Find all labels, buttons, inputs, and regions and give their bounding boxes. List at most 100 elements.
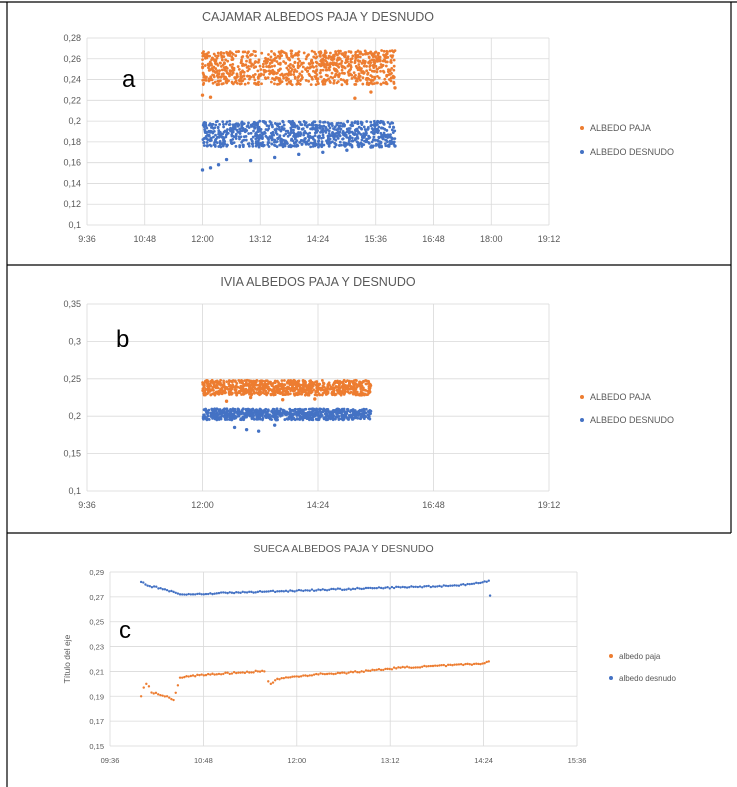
data-point xyxy=(211,388,215,392)
data-point xyxy=(371,587,374,590)
data-point xyxy=(238,144,242,147)
data-point xyxy=(483,661,486,665)
data-point xyxy=(401,665,404,669)
data-point xyxy=(344,385,348,389)
data-point xyxy=(300,143,304,146)
data-point xyxy=(365,69,369,73)
data-point xyxy=(318,53,322,57)
y-tick-label: 0,17 xyxy=(89,717,104,726)
data-point xyxy=(217,591,221,595)
x-tick-label: 16:48 xyxy=(422,500,445,510)
data-point xyxy=(256,670,260,673)
data-point xyxy=(260,51,264,55)
data-point xyxy=(390,55,394,59)
data-point xyxy=(353,96,357,100)
data-point xyxy=(234,132,238,136)
data-point xyxy=(302,61,305,65)
data-point xyxy=(254,54,257,58)
data-point xyxy=(438,664,441,667)
data-point xyxy=(208,60,212,64)
data-point xyxy=(313,131,317,135)
data-point xyxy=(367,386,371,390)
data-point xyxy=(145,682,148,686)
data-point xyxy=(380,144,383,148)
data-point xyxy=(330,390,334,394)
data-point xyxy=(220,412,224,416)
data-point xyxy=(203,124,207,128)
data-point xyxy=(247,121,250,125)
data-point xyxy=(204,135,208,138)
data-point xyxy=(392,68,396,72)
data-point xyxy=(206,138,210,142)
data-point xyxy=(270,49,273,53)
data-point xyxy=(347,50,351,53)
data-point xyxy=(226,128,229,131)
data-point xyxy=(244,379,248,382)
data-point xyxy=(317,588,320,591)
data-point xyxy=(254,132,258,135)
data-point xyxy=(381,120,385,124)
data-point xyxy=(296,81,300,85)
data-point xyxy=(248,158,253,163)
data-point xyxy=(258,384,262,388)
data-point xyxy=(311,381,315,385)
data-point xyxy=(382,587,385,590)
data-point xyxy=(216,380,219,383)
data-point xyxy=(337,56,341,60)
data-point xyxy=(315,589,318,592)
data-point xyxy=(289,589,292,592)
data-point xyxy=(230,391,234,395)
data-point xyxy=(264,77,268,81)
data-point xyxy=(245,591,249,594)
data-point xyxy=(324,415,328,419)
data-point xyxy=(248,388,251,392)
data-point xyxy=(299,132,303,136)
data-point xyxy=(314,380,317,384)
data-point xyxy=(369,409,373,413)
data-point xyxy=(321,136,325,139)
data-point xyxy=(302,385,306,388)
data-point xyxy=(346,416,349,420)
data-point xyxy=(285,389,289,393)
data-point xyxy=(337,409,340,413)
data-point xyxy=(228,380,231,384)
data-point xyxy=(384,144,388,148)
data-point xyxy=(202,593,206,596)
data-point xyxy=(163,588,167,591)
data-point xyxy=(231,130,235,134)
data-point xyxy=(304,674,307,677)
data-point xyxy=(389,142,393,146)
data-point xyxy=(321,133,325,137)
data-point xyxy=(275,132,279,136)
data-point xyxy=(278,391,282,395)
data-point xyxy=(307,79,311,83)
data-point xyxy=(371,128,375,132)
data-point xyxy=(393,144,397,148)
data-point xyxy=(360,670,363,673)
y-tick-label: 0,27 xyxy=(89,593,104,602)
legend-label: albedo desnudo xyxy=(619,674,676,683)
data-point xyxy=(208,54,212,58)
data-point xyxy=(291,54,295,58)
data-point xyxy=(259,72,263,76)
data-point xyxy=(338,671,342,675)
data-point xyxy=(373,61,377,65)
data-point xyxy=(207,134,211,138)
data-point xyxy=(362,64,366,68)
data-point xyxy=(219,673,223,676)
data-point xyxy=(300,70,304,73)
data-point xyxy=(414,585,417,588)
data-point xyxy=(308,62,312,66)
data-point xyxy=(210,379,214,383)
data-point xyxy=(356,55,360,59)
data-point xyxy=(247,132,251,135)
data-point xyxy=(266,408,270,412)
data-point xyxy=(215,62,219,66)
data-point xyxy=(376,74,379,78)
data-point xyxy=(262,73,265,77)
data-point xyxy=(289,130,293,134)
data-point xyxy=(377,144,381,148)
data-point xyxy=(206,412,209,416)
data-point xyxy=(384,64,388,68)
data-point xyxy=(321,588,324,591)
